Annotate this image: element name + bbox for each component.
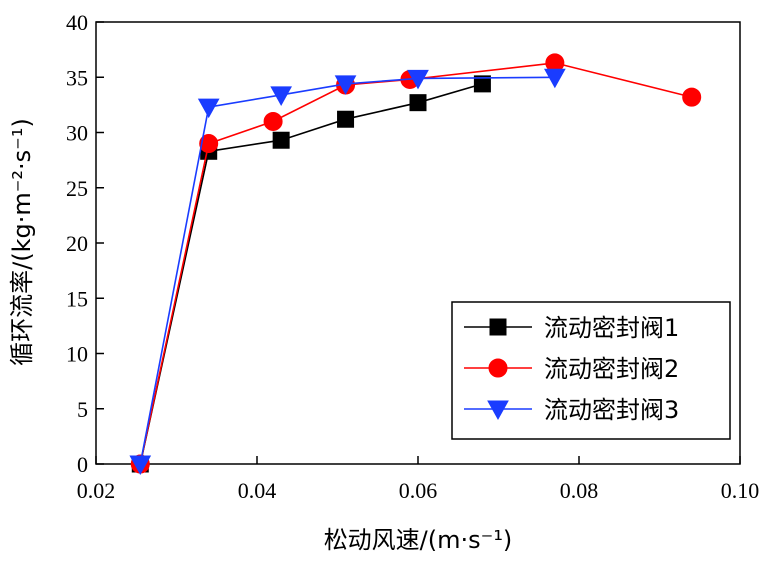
x-tick-label: 0.08	[560, 478, 599, 503]
legend-item-3: 流动密封阀3	[464, 396, 679, 424]
legend-marker	[489, 318, 507, 336]
data-point	[263, 111, 283, 131]
data-point	[473, 75, 491, 93]
legend-label: 流动密封阀3	[544, 396, 679, 424]
data-point	[197, 98, 220, 119]
x-tick-label: 0.10	[721, 478, 760, 503]
legend-marker	[488, 358, 508, 378]
x-tick-label: 0.02	[77, 478, 116, 503]
data-point	[334, 75, 357, 95]
y-tick-label: 0	[77, 452, 88, 477]
legend-label: 流动密封阀1	[544, 314, 679, 342]
y-tick-label: 10	[66, 342, 88, 367]
data-point	[270, 86, 292, 106]
series-line	[139, 83, 483, 465]
legend-item-2: 流动密封阀2	[464, 355, 679, 383]
data-point	[409, 94, 427, 112]
y-tick-label: 15	[66, 286, 88, 311]
series-line	[139, 76, 555, 465]
y-axis-label: 循环流率/(kg·m⁻²·s⁻¹)	[8, 118, 36, 366]
y-tick-label: 20	[66, 231, 88, 256]
data-point	[199, 134, 219, 154]
data-point	[129, 455, 152, 476]
legend: 流动密封阀1 流动密封阀2 流动密封阀3	[451, 301, 731, 440]
x-axis-label: 松动风速/(m·s⁻¹)	[324, 526, 513, 554]
series-3	[129, 68, 566, 476]
x-tick-label: 0.04	[238, 478, 277, 503]
data-point	[337, 110, 355, 128]
series-1	[131, 75, 491, 473]
y-tick-label: 30	[66, 121, 88, 146]
y-tick-label: 25	[66, 176, 88, 201]
y-tick-label: 40	[66, 10, 88, 35]
x-tick-label: 0.06	[399, 478, 438, 503]
data-point	[272, 131, 290, 149]
y-tick-label: 35	[66, 65, 88, 90]
legend-marker	[487, 400, 509, 421]
legend-item-1: 流动密封阀1	[464, 314, 679, 342]
data-point	[407, 69, 429, 90]
data-point	[682, 87, 702, 107]
y-tick-label: 5	[77, 397, 88, 422]
axes: 0 5 10 15 20 25 30 35 40 0.02 0.04 0.06 0.08 0.10	[66, 10, 759, 503]
legend-label: 流动密封阀2	[544, 355, 679, 383]
data-point	[544, 68, 566, 89]
series-layer	[129, 53, 702, 476]
